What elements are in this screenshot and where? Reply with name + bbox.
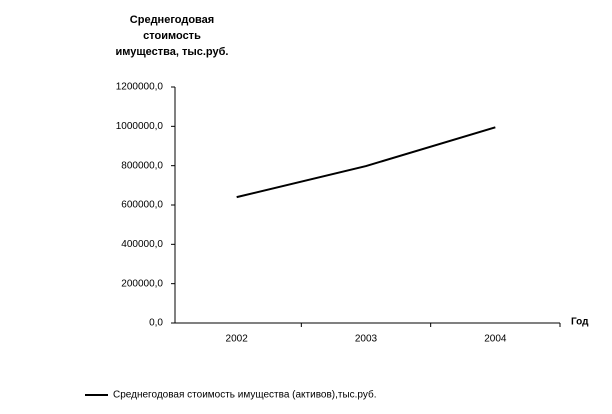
- y-tick-label: 600000,0: [121, 200, 163, 211]
- legend-label: Среднегодовая стоимость имущества (актив…: [113, 389, 377, 401]
- x-tick-label: 2003: [355, 334, 378, 345]
- line: [236, 126, 496, 199]
- y-tick-label: 0,0: [149, 318, 163, 329]
- x-tick-label: 2004: [484, 334, 507, 345]
- y-tick-label: 400000,0: [121, 239, 163, 250]
- y-tick-label: 800000,0: [121, 160, 163, 171]
- y-axis-title: Среднегодовая стоимость имущества, тыс.р…: [115, 14, 229, 58]
- y-tick-label: 1000000,0: [116, 121, 164, 132]
- y-tick-label: 1200000,0: [116, 82, 164, 93]
- x-axis-title: Год: [571, 317, 589, 328]
- y-tick-label: 200000,0: [121, 278, 163, 289]
- x-tick-label: 2002: [226, 334, 249, 345]
